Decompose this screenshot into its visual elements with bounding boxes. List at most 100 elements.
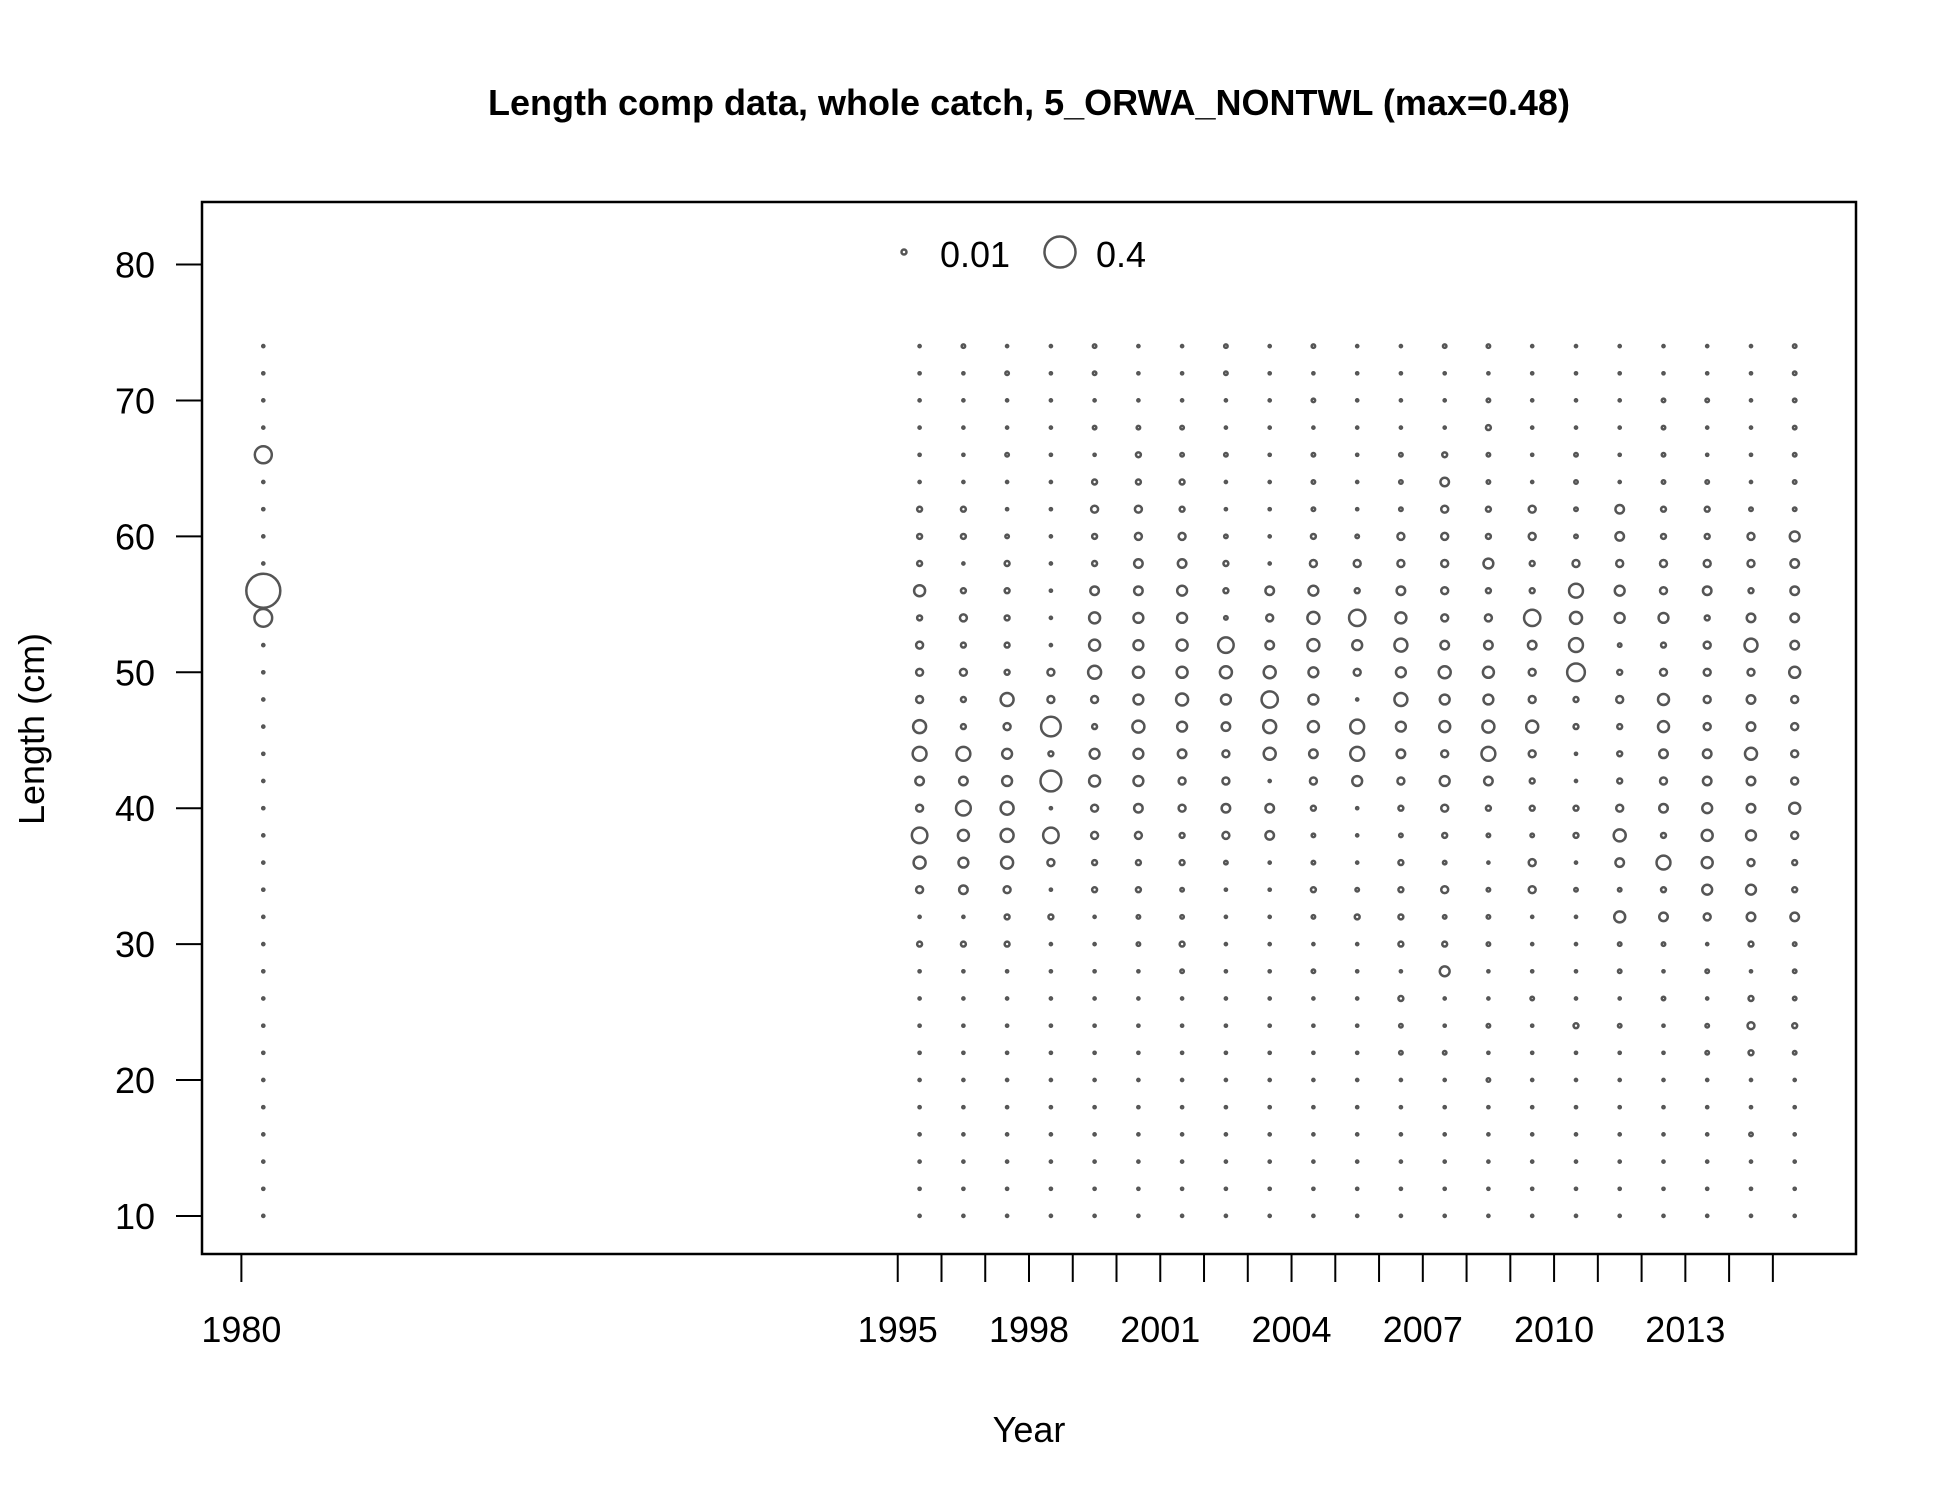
- bubble-point: [1792, 1132, 1798, 1137]
- bubble-point: [1223, 996, 1229, 1001]
- bubble-point: [1048, 398, 1054, 403]
- bubble-point: [1484, 505, 1493, 513]
- bubble-point: [1223, 1023, 1229, 1029]
- bubble-point: [961, 1159, 966, 1164]
- bubble-point: [999, 855, 1015, 870]
- bubble-point: [1311, 1050, 1316, 1056]
- x-axis: 1980 1995 1998 2001 2004 2007 2010 2013: [201, 1253, 1774, 1350]
- bubble-point: [1311, 1023, 1316, 1029]
- bubble-point: [1527, 504, 1537, 514]
- bubble-point: [961, 1132, 966, 1137]
- bubble-point: [1267, 1077, 1273, 1083]
- bubble-point: [961, 1104, 966, 1110]
- bubble-point: [1486, 1159, 1491, 1164]
- bubble-point: [1745, 911, 1757, 923]
- x-tick-label: 2001: [1120, 1309, 1200, 1350]
- bubble-point: [1261, 718, 1278, 735]
- bubble-point: [1704, 1213, 1710, 1219]
- bubble-point: [1175, 720, 1189, 733]
- bubble-point: [1486, 1186, 1491, 1192]
- bubble-point: [1004, 1104, 1010, 1110]
- bubble-point: [999, 827, 1015, 844]
- bubble-point: [1701, 585, 1713, 597]
- bubble-point: [1179, 1159, 1185, 1164]
- bubble-point: [1136, 1213, 1141, 1219]
- bubble-point: [1528, 587, 1536, 595]
- bubble-point: [1354, 425, 1360, 430]
- bubble-point: [1616, 722, 1624, 731]
- x-tick-label: 1980: [201, 1309, 281, 1350]
- bubble-point: [1573, 886, 1579, 893]
- bubble-point: [1704, 343, 1710, 349]
- bubble-point: [1702, 640, 1712, 650]
- bubble-point: [1354, 1104, 1360, 1110]
- bubble-point: [1661, 968, 1666, 974]
- bubble-point: [1003, 641, 1011, 649]
- bubble-point: [1486, 370, 1491, 376]
- bubble-layer: [245, 343, 1802, 1219]
- bubble-point: [1132, 774, 1145, 788]
- bubble-point: [1482, 639, 1494, 651]
- bubble-point: [1524, 719, 1540, 734]
- bubble-point: [912, 855, 927, 870]
- bubble-point: [1048, 1023, 1054, 1029]
- bubble-point: [1311, 1159, 1316, 1164]
- bubble-point: [1398, 1186, 1404, 1192]
- bubble-point: [1048, 941, 1054, 947]
- bubble-point: [1048, 425, 1054, 430]
- bubble-point: [1526, 639, 1538, 651]
- bubble-point: [1048, 1050, 1054, 1056]
- bubble-point: [1745, 612, 1757, 624]
- y-tick-label: 50: [115, 652, 155, 693]
- bubble-point: [1307, 584, 1320, 597]
- bubble-point: [1041, 826, 1060, 845]
- bubble-point: [1175, 584, 1189, 597]
- bubble-point: [917, 968, 922, 974]
- bubble-point: [260, 561, 266, 566]
- bubble-point: [1485, 451, 1492, 458]
- bubble-point: [917, 914, 922, 920]
- bubble-point: [1222, 533, 1229, 540]
- bubble-point: [1442, 370, 1448, 376]
- bubble-point: [1529, 479, 1535, 485]
- bubble-point: [1485, 1077, 1492, 1083]
- bubble-point: [1614, 530, 1626, 542]
- bubble-point: [1437, 719, 1452, 734]
- bubble-point: [917, 398, 922, 403]
- bubble-point: [961, 479, 966, 485]
- legend-label: 0.4: [1096, 234, 1146, 275]
- bubble-point: [1393, 691, 1409, 708]
- bubble-point: [1484, 804, 1493, 812]
- bubble-point: [1267, 1050, 1273, 1056]
- bubble-point: [1354, 1132, 1360, 1137]
- bubble-point: [1222, 587, 1230, 595]
- bubble-point: [1617, 1050, 1623, 1056]
- bubble-point: [1701, 883, 1714, 896]
- bubble-point: [1617, 425, 1623, 430]
- bubble-point: [1704, 1159, 1710, 1164]
- bubble-point: [917, 1132, 922, 1137]
- bubble-point: [260, 1213, 266, 1219]
- bubble-point: [1748, 1213, 1754, 1219]
- bubble-point: [1090, 532, 1099, 541]
- bubble-point: [1354, 968, 1360, 974]
- y-tick-label: 10: [115, 1196, 155, 1237]
- bubble-point: [961, 996, 966, 1001]
- bubble-point: [1394, 666, 1408, 679]
- bubble-point: [1092, 1104, 1097, 1110]
- bubble-point: [1787, 665, 1802, 680]
- x-tick-label: 1995: [858, 1309, 938, 1350]
- bubble-point: [1087, 611, 1102, 625]
- bubble-point: [1658, 802, 1669, 814]
- bubble-point: [1529, 1104, 1535, 1110]
- bubble-point: [1267, 425, 1273, 430]
- bubble-point: [1486, 1050, 1491, 1056]
- bubble-point: [1573, 398, 1579, 403]
- bubble-point: [1267, 1213, 1273, 1219]
- bubble-point: [961, 425, 966, 430]
- bubble-point: [1397, 832, 1404, 839]
- bubble-point: [1220, 802, 1232, 814]
- bubble-point: [1485, 941, 1492, 948]
- bubble-point: [1048, 615, 1054, 621]
- bubble-point: [1135, 424, 1142, 431]
